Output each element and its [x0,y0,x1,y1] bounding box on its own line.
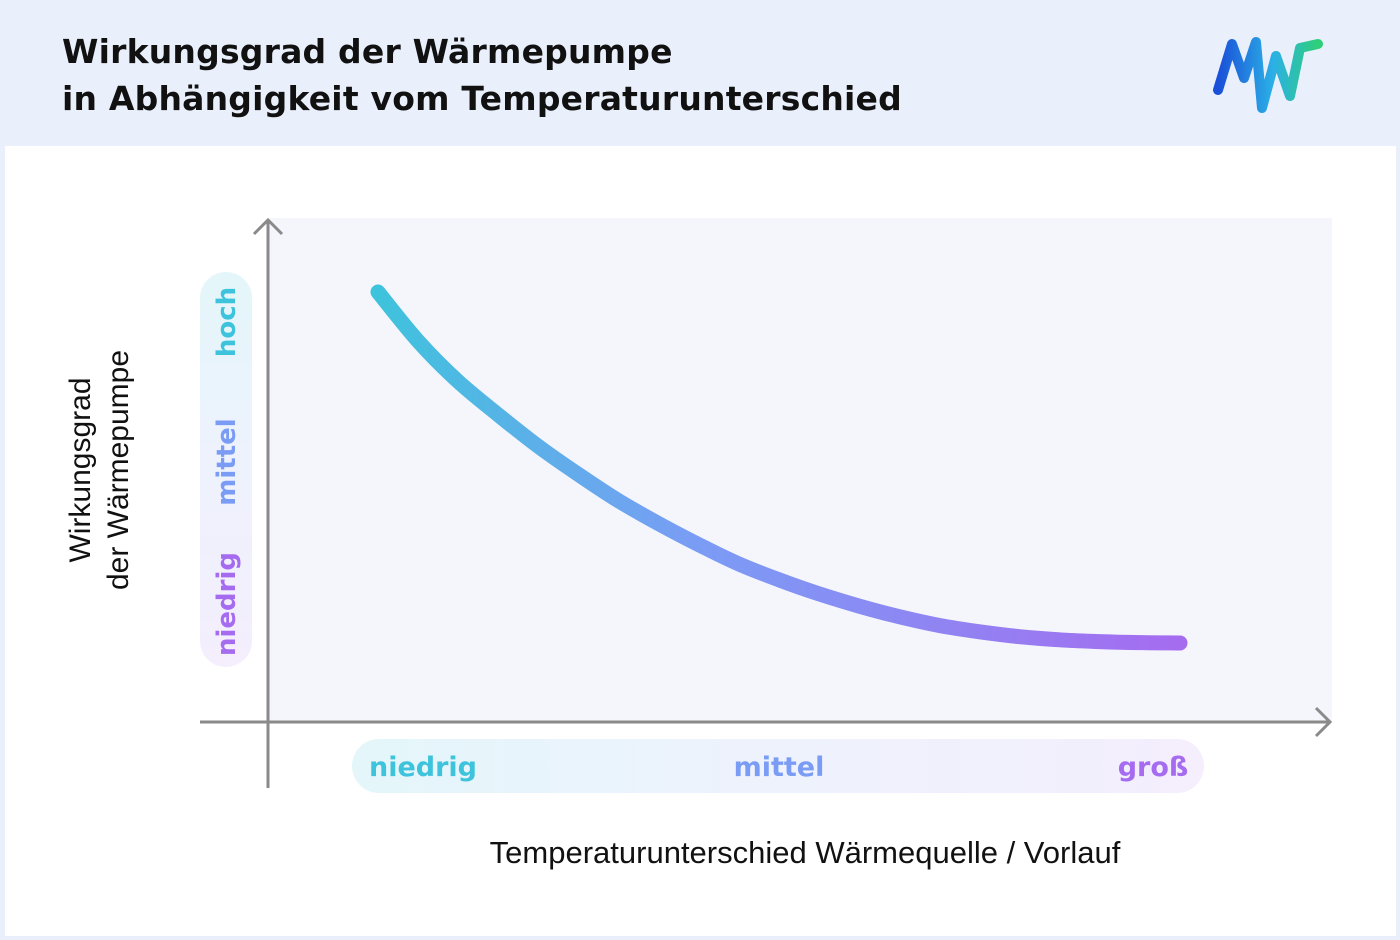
y-axis-label-line-2: der Wärmepumpe [102,349,135,591]
x-tick-label-low: niedrig [369,752,477,783]
chart-title-line-1: Wirkungsgrad der Wärmepumpe [62,32,673,71]
y-axis-label-line-1: Wirkungsgrad [64,377,97,563]
y-axis-label: Wirkungsgrad der Wärmepumpe [62,350,138,590]
x-axis-arrow-icon [1314,706,1333,738]
y-tick-label-high: hoch [212,287,242,357]
y-axis-arrow-icon [252,217,284,236]
x-tick-label-mid: mittel [734,752,825,783]
y-tick-label-low: niedrig [212,552,242,656]
axes [200,217,1333,788]
x-axis-label: Temperaturunterschied Wärmequelle / Vorl… [489,835,1121,870]
y-tick-pill [200,272,252,667]
x-tick-label-high: groß [1118,752,1189,783]
series-line [370,284,1188,651]
y-tick-label-mid: mittel [212,418,242,505]
header: Wirkungsgrad der Wärmepumpe in Abhängigk… [0,0,1400,146]
x-tick-pill [352,739,1204,793]
mvv-logo-icon [1213,37,1323,113]
chart-title-line-2: in Abhängigkeit vom Temperaturunterschie… [62,79,902,118]
